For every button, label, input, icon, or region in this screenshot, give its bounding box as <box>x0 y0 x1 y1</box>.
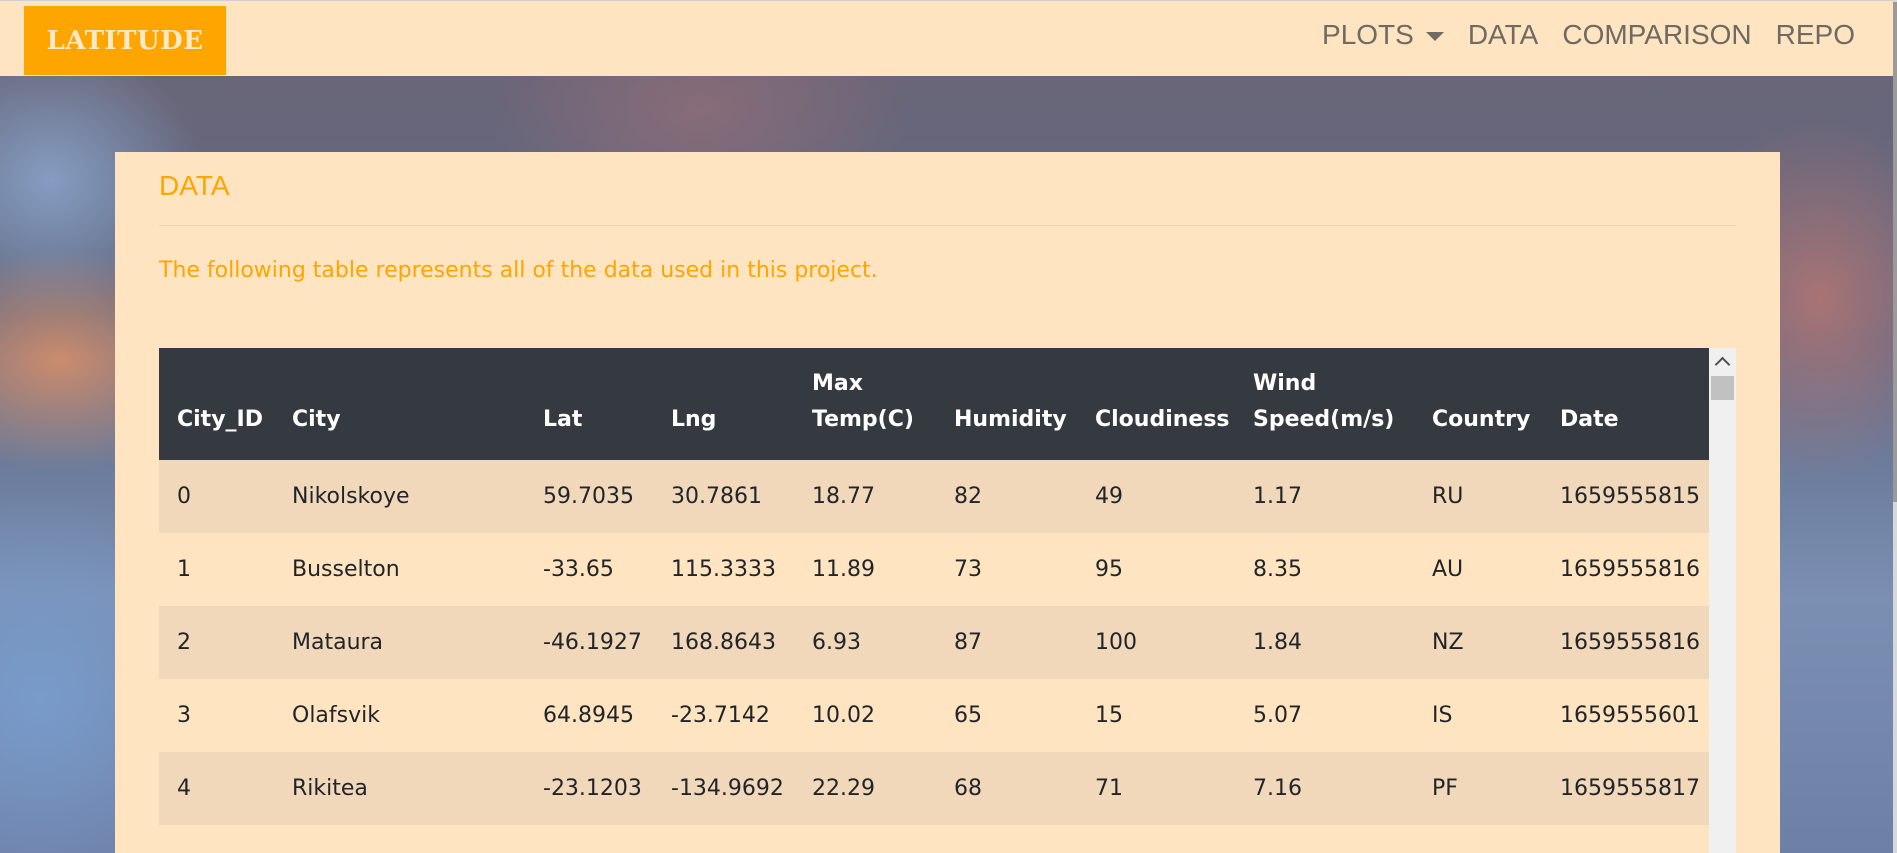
cell-city-id: 1 <box>159 533 274 606</box>
cell-date: 1659555815 <box>1542 460 1709 533</box>
cell-date: 1659555816 <box>1542 606 1709 679</box>
cell-city-id: 3 <box>159 679 274 752</box>
cell-date: 1659555601 <box>1542 679 1709 752</box>
table-row: 2 Mataura -46.1927 168.8643 6.93 87 100 … <box>159 606 1709 679</box>
navbar: LATITUDE PLOTS DATA COMPARISON REPO <box>0 0 1893 76</box>
table-header-row: City_ID City Lat Lng Max Temp(C) Humidity… <box>159 348 1709 460</box>
cell-cloudiness: 71 <box>1077 752 1235 825</box>
header-lat[interactable]: Lat <box>525 348 653 460</box>
header-date[interactable]: Date <box>1542 348 1709 460</box>
card-title: DATA <box>159 170 230 201</box>
data-card: DATA The following table represents all … <box>115 152 1780 853</box>
cell-city: Rikitea <box>274 752 525 825</box>
brand-logo[interactable]: LATITUDE <box>24 6 226 75</box>
cell-max-temp: 22.29 <box>794 752 936 825</box>
header-cloudiness[interactable]: Cloudiness <box>1077 348 1235 460</box>
header-max-temp-line2: Temp(C) <box>812 407 914 432</box>
header-city-id[interactable]: City_ID <box>159 348 274 460</box>
header-wind-speed[interactable]: Wind Speed(m/s) <box>1235 348 1414 460</box>
header-lng[interactable]: Lng <box>653 348 794 460</box>
header-city[interactable]: City <box>274 348 525 460</box>
nav-data-link[interactable]: DATA <box>1467 19 1539 50</box>
cell-lng: 115.3333 <box>653 533 794 606</box>
table-row: 1 Busselton -33.65 115.3333 11.89 73 95 … <box>159 533 1709 606</box>
cell-city: Busselton <box>274 533 525 606</box>
header-wind-line2: Speed(m/s) <box>1253 407 1395 432</box>
cell-humidity: 68 <box>936 752 1077 825</box>
nav-plots-label: PLOTS <box>1322 19 1414 50</box>
table-row: 3 Olafsvik 64.8945 -23.7142 10.02 65 15 … <box>159 679 1709 752</box>
header-wind-line1: Wind <box>1253 371 1317 396</box>
cell-cloudiness: 15 <box>1077 679 1235 752</box>
cell-humidity: 82 <box>936 460 1077 533</box>
cell-country: RU <box>1414 460 1542 533</box>
cell-city: Nikolskoye <box>274 460 525 533</box>
cell-city: Olafsvik <box>274 679 525 752</box>
cell-max-temp: 18.77 <box>794 460 936 533</box>
nav-plots-dropdown[interactable]: PLOTS <box>1322 19 1444 51</box>
card-description: The following table represents all of th… <box>159 258 878 283</box>
nav-links: PLOTS DATA COMPARISON REPO <box>1322 19 1855 51</box>
cell-lat: -33.65 <box>525 533 653 606</box>
chevron-up-icon <box>1714 356 1731 372</box>
data-table: City_ID City Lat Lng Max Temp(C) Humidity… <box>159 348 1709 825</box>
table-scrollbar-thumb[interactable] <box>1711 376 1734 400</box>
header-max-temp-line1: Max <box>812 371 863 396</box>
cell-cloudiness: 100 <box>1077 606 1235 679</box>
cell-max-temp: 10.02 <box>794 679 936 752</box>
cell-date: 1659555816 <box>1542 533 1709 606</box>
cell-wind-speed: 7.16 <box>1235 752 1414 825</box>
table-scrollbar[interactable] <box>1709 348 1736 853</box>
cell-humidity: 65 <box>936 679 1077 752</box>
cell-humidity: 73 <box>936 533 1077 606</box>
cell-lat: 59.7035 <box>525 460 653 533</box>
page-scrollbar[interactable] <box>1893 0 1897 853</box>
cell-country: PF <box>1414 752 1542 825</box>
cell-lng: 168.8643 <box>653 606 794 679</box>
cell-country: NZ <box>1414 606 1542 679</box>
cell-cloudiness: 49 <box>1077 460 1235 533</box>
cell-lng: -23.7142 <box>653 679 794 752</box>
cell-wind-speed: 1.17 <box>1235 460 1414 533</box>
cell-wind-speed: 8.35 <box>1235 533 1414 606</box>
cell-lat: 64.8945 <box>525 679 653 752</box>
cell-max-temp: 11.89 <box>794 533 936 606</box>
table-row: 0 Nikolskoye 59.7035 30.7861 18.77 82 49… <box>159 460 1709 533</box>
cell-country: IS <box>1414 679 1542 752</box>
header-max-temp[interactable]: Max Temp(C) <box>794 348 936 460</box>
data-table-container: City_ID City Lat Lng Max Temp(C) Humidity… <box>159 348 1736 853</box>
cell-lng: -134.9692 <box>653 752 794 825</box>
page-scrollbar-thumb[interactable] <box>1893 2 1897 502</box>
cell-max-temp: 6.93 <box>794 606 936 679</box>
nav-comparison-link[interactable]: COMPARISON <box>1562 19 1752 50</box>
table-row: 4 Rikitea -23.1203 -134.9692 22.29 68 71… <box>159 752 1709 825</box>
caret-down-icon <box>1425 31 1444 41</box>
cell-lat: -23.1203 <box>525 752 653 825</box>
cell-city-id: 0 <box>159 460 274 533</box>
divider <box>159 225 1736 226</box>
scroll-up-button[interactable] <box>1709 348 1736 374</box>
cell-wind-speed: 5.07 <box>1235 679 1414 752</box>
cell-wind-speed: 1.84 <box>1235 606 1414 679</box>
cell-humidity: 87 <box>936 606 1077 679</box>
nav-repo-link[interactable]: REPO <box>1775 19 1855 50</box>
header-humidity[interactable]: Humidity <box>936 348 1077 460</box>
cell-cloudiness: 95 <box>1077 533 1235 606</box>
header-country[interactable]: Country <box>1414 348 1542 460</box>
cell-city-id: 2 <box>159 606 274 679</box>
cell-country: AU <box>1414 533 1542 606</box>
cell-city: Mataura <box>274 606 525 679</box>
cell-lat: -46.1927 <box>525 606 653 679</box>
cell-city-id: 4 <box>159 752 274 825</box>
cell-lng: 30.7861 <box>653 460 794 533</box>
cell-date: 1659555817 <box>1542 752 1709 825</box>
